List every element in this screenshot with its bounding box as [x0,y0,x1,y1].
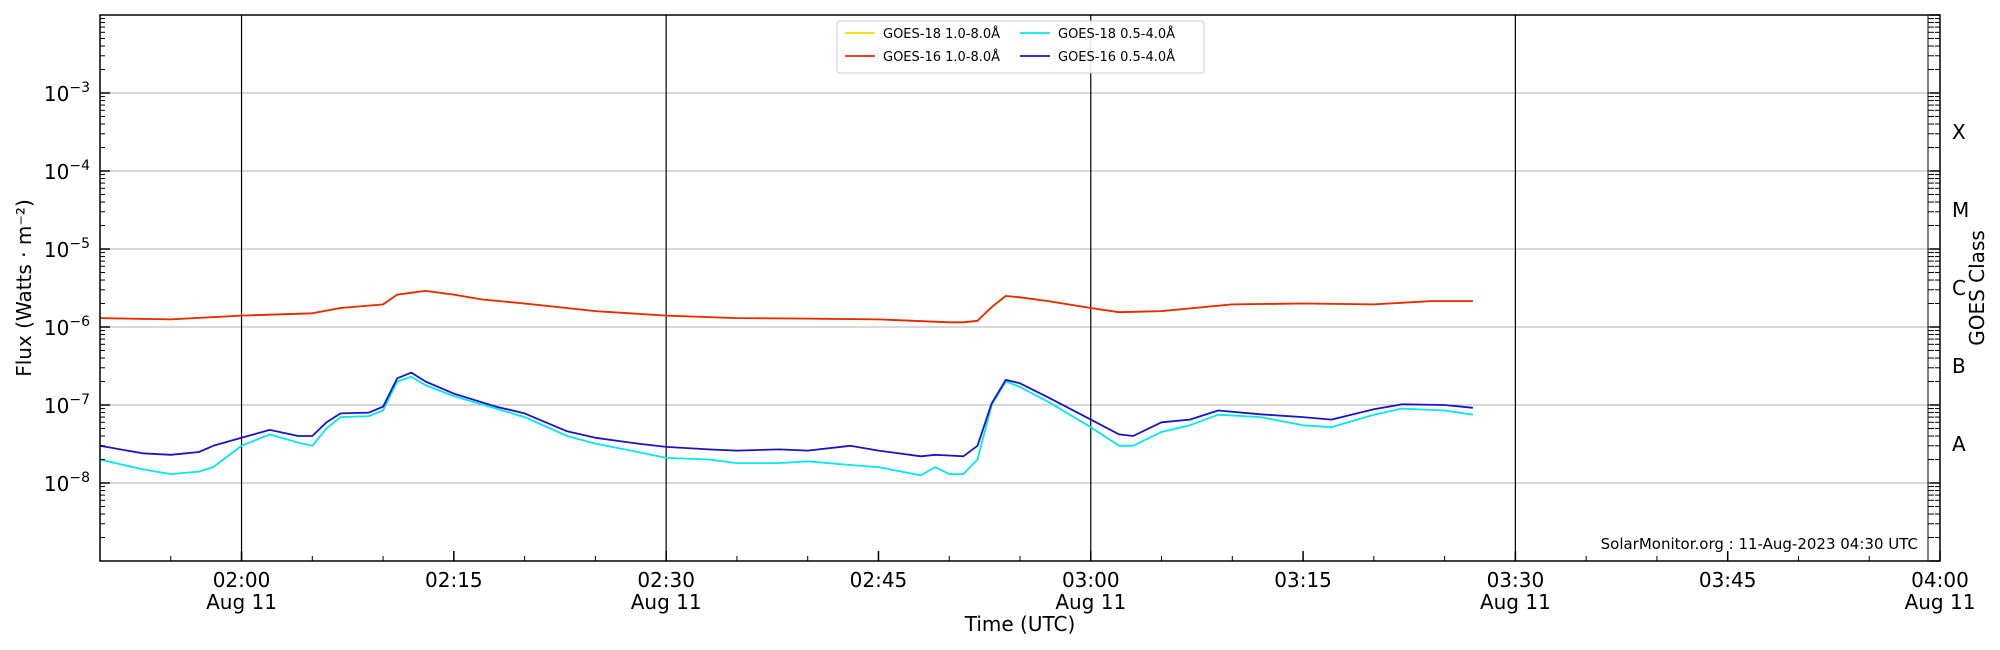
y-tick-label: 10−7 [44,392,90,418]
x-tick-label: 03:00 [1062,568,1120,592]
y-axis-ticks: 10−8 10−7 10−6 10−5 10−4 10−3 [44,14,1940,562]
x-tick-date-label: Aug 11 [1480,590,1551,614]
series-line-2 [99,289,1473,324]
legend-label: GOES-16 1.0-8.0Å [883,49,1000,65]
series-line-3 [99,375,1474,477]
goes-class-label: C [1952,276,1966,300]
legend-label: GOES-18 0.5-4.0Å [1058,26,1175,42]
y-axis-title: Flux (Watts · m⁻²) [12,199,36,377]
goes-class-axis: A B C M X [1927,14,1969,562]
y-tick-label: 10−4 [44,158,90,184]
legend-label: GOES-18 1.0-8.0Å [883,26,1000,42]
grid-layer [100,92,1940,484]
x-tick-label: 03:15 [1274,568,1332,592]
series-line-4 [99,371,1473,458]
x-tick-label: 03:30 [1487,568,1545,592]
y-tick-label: 10−6 [44,314,90,340]
y-tick-label: 10−5 [44,236,90,262]
x-tick-label: 02:30 [637,568,695,592]
goes-class-label: X [1952,120,1966,144]
legend-label: GOES-16 0.5-4.0Å [1058,49,1175,65]
goes-class-label: B [1952,354,1966,378]
x-tick-label: 03:45 [1699,568,1757,592]
x-tick-date-label: Aug 11 [631,590,702,614]
plot-frame [99,14,1941,562]
x-tick-label: 02:15 [425,568,483,592]
right-axis-title: GOES Class [1965,230,1989,346]
x-tick-label: 02:45 [850,568,908,592]
goes-class-label: A [1952,432,1966,456]
x-tick-label: 04:00 [1911,568,1969,592]
series-layer [99,289,1474,477]
x-axis-title: Time (UTC) [964,612,1076,636]
legend: GOES-18 1.0-8.0Å GOES-16 1.0-8.0Å GOES-18 … [836,20,1205,74]
x-tick-date-label: Aug 11 [206,590,277,614]
x-tick-date-label: Aug 11 [1905,590,1976,614]
y-tick-label: 10−3 [44,80,90,106]
goes-class-label: M [1952,198,1969,222]
day-vertical-lines [240,15,1516,561]
x-tick-label: 02:00 [213,568,271,592]
legend-box [836,20,1205,74]
y-tick-label: 10−8 [44,470,90,496]
x-tick-date-label: Aug 11 [1055,590,1126,614]
credit-text: SolarMonitor.org : 11-Aug-2023 04:30 UTC [1601,535,1918,553]
